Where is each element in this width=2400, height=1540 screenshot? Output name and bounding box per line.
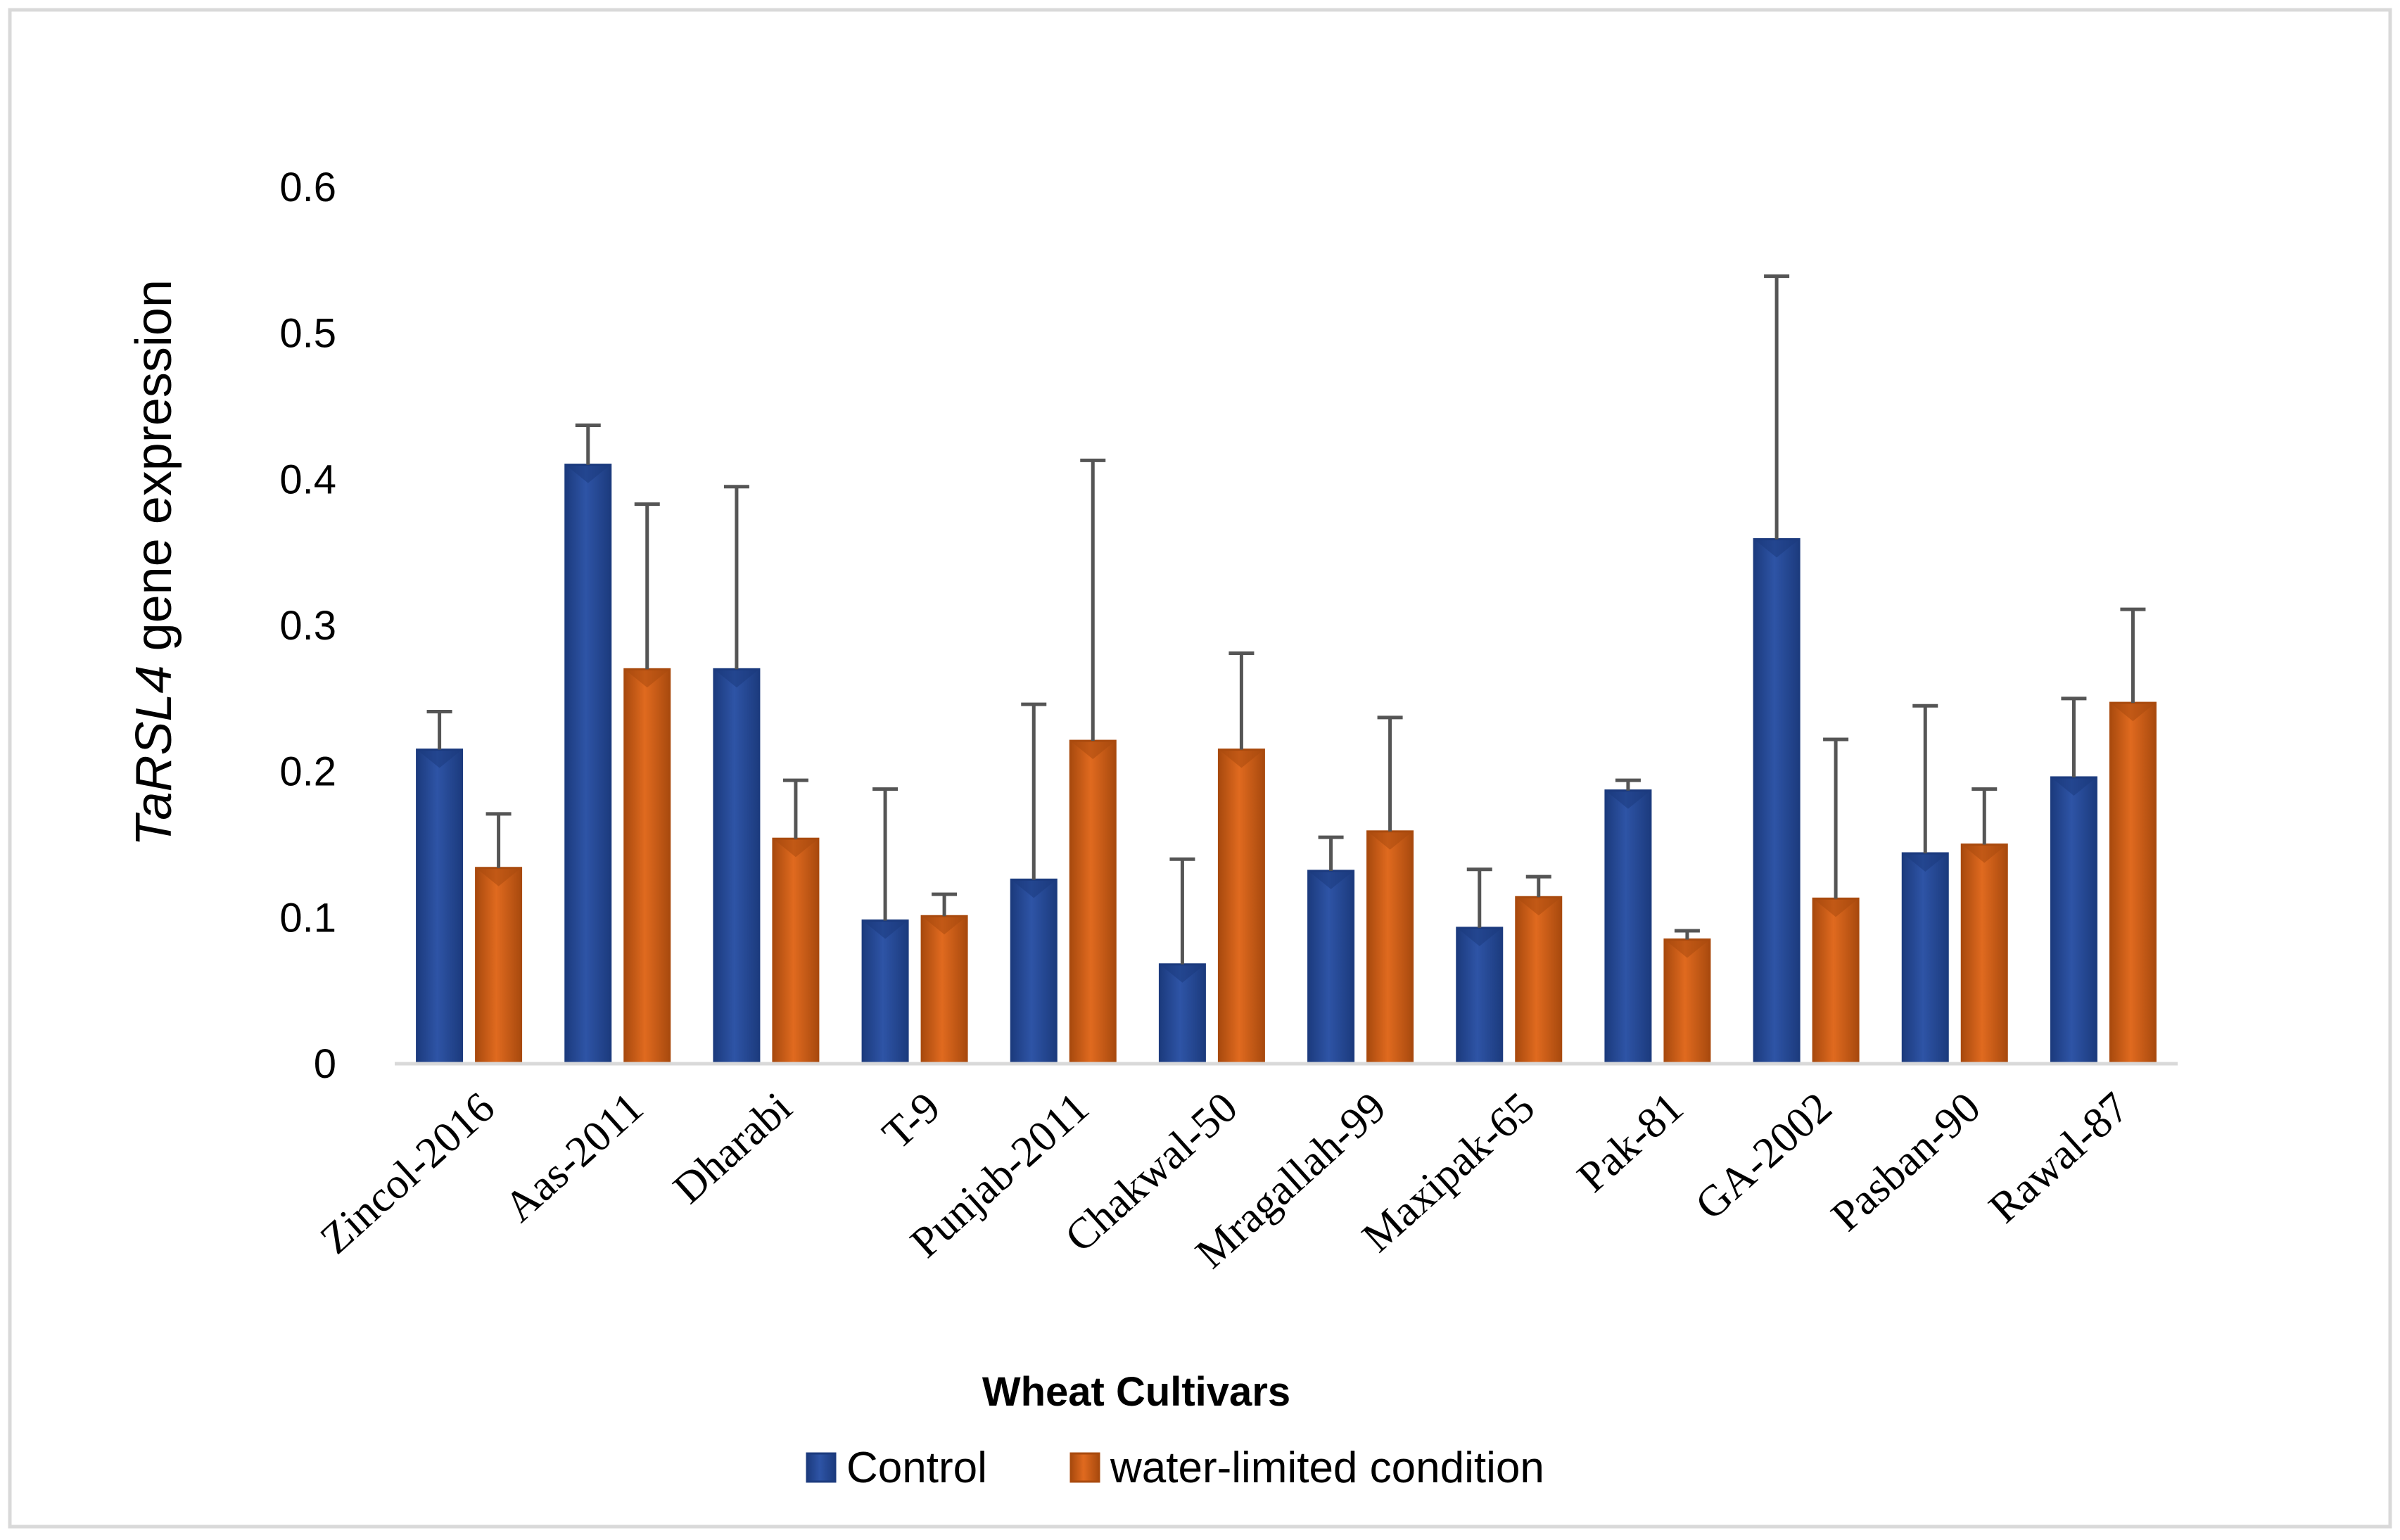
bar-control-bevel: [1011, 879, 1057, 898]
bar-water-limited: [2109, 701, 2157, 1065]
y-axis-title-rest: gene expression: [126, 279, 182, 665]
bar-control-bevel: [417, 749, 462, 768]
bar-control: [1753, 537, 1801, 1065]
bar-water-limited: [1812, 897, 1860, 1065]
bar-water-limited: [1217, 749, 1265, 1065]
bar-water-limited-bevel: [1664, 939, 1710, 958]
bar-water-limited-bevel: [1367, 831, 1413, 850]
bar-water-limited-bevel: [1516, 897, 1561, 916]
bar-control-bevel: [1308, 870, 1354, 889]
legend: Control water-limited condition: [806, 1444, 1544, 1492]
y-axis-ticks: 0 0.1 0.2 0.3 0.4 0.5 0.6: [279, 165, 336, 1087]
legend-control-swatch: [806, 1452, 837, 1483]
bar-water-limited-bevel: [922, 916, 967, 935]
y-tick-label: 0.3: [279, 603, 336, 649]
bar-water-limited: [1366, 830, 1414, 1065]
bar-control: [1010, 878, 1058, 1065]
y-tick-label: 0.2: [279, 749, 336, 795]
legend-water-limited-label: water-limited condition: [1110, 1444, 1544, 1492]
bar-water-limited-bevel: [2110, 703, 2156, 722]
bar-control: [1307, 870, 1355, 1065]
bar-control-bevel: [1605, 790, 1651, 809]
bar-control-bevel: [1160, 964, 1205, 983]
bar-control-bevel: [1754, 539, 1800, 558]
y-axis-title-italic: TaRSL4: [126, 665, 182, 846]
bar-control-bevel: [713, 669, 759, 688]
bar-control: [861, 919, 909, 1065]
bar-water-limited-bevel: [1219, 749, 1264, 768]
bar-water-limited-bevel: [1962, 844, 2007, 863]
bar-control: [564, 464, 612, 1065]
y-tick-label: 0.6: [279, 165, 336, 210]
y-tick-label: 0.4: [279, 457, 336, 502]
bar-water-limited: [1515, 896, 1563, 1065]
bar-water-limited-bevel: [773, 839, 818, 858]
y-tick-label: 0.1: [279, 895, 336, 941]
y-tick-label: 0.5: [279, 311, 336, 357]
y-tick-label: 0: [314, 1041, 336, 1087]
bar-control: [713, 668, 761, 1065]
bar-control-bevel: [1456, 927, 1502, 946]
bar-water-limited: [1663, 938, 1711, 1065]
bar-water-limited-bevel: [624, 669, 670, 688]
bar-water-limited-bevel: [476, 867, 521, 886]
bar-water-limited-bevel: [1070, 741, 1116, 760]
bar-water-limited-bevel: [1813, 898, 1859, 917]
bar-control: [2050, 776, 2097, 1065]
legend-control-label: Control: [846, 1444, 987, 1492]
chart-frame: [8, 8, 2392, 1529]
bar-control: [1604, 789, 1652, 1065]
bar-control-bevel: [1903, 853, 1948, 872]
x-axis-title: Wheat Cultivars: [982, 1369, 1290, 1415]
bar-water-limited: [920, 915, 968, 1065]
error-bars-group: [426, 274, 2146, 965]
bar-water-limited: [772, 837, 820, 1065]
bar-control: [1901, 852, 1949, 1065]
bar-water-limited: [475, 867, 523, 1065]
bar-water-limited: [1069, 739, 1117, 1065]
bar-water-limited: [623, 668, 671, 1065]
bar-control-bevel: [863, 920, 908, 939]
bar-control-bevel: [2051, 777, 2097, 796]
bar-control-bevel: [565, 464, 611, 483]
y-axis-title: TaRSL4 gene expression: [126, 279, 182, 846]
bar-water-limited: [1960, 844, 2008, 1065]
svg-text:TaRSL4 gene expression: TaRSL4 gene expression: [126, 279, 182, 846]
legend-water-limited-swatch: [1069, 1452, 1100, 1483]
bar-control: [416, 749, 464, 1065]
bar-control: [1456, 927, 1504, 1065]
bars-group: [416, 464, 2157, 1065]
